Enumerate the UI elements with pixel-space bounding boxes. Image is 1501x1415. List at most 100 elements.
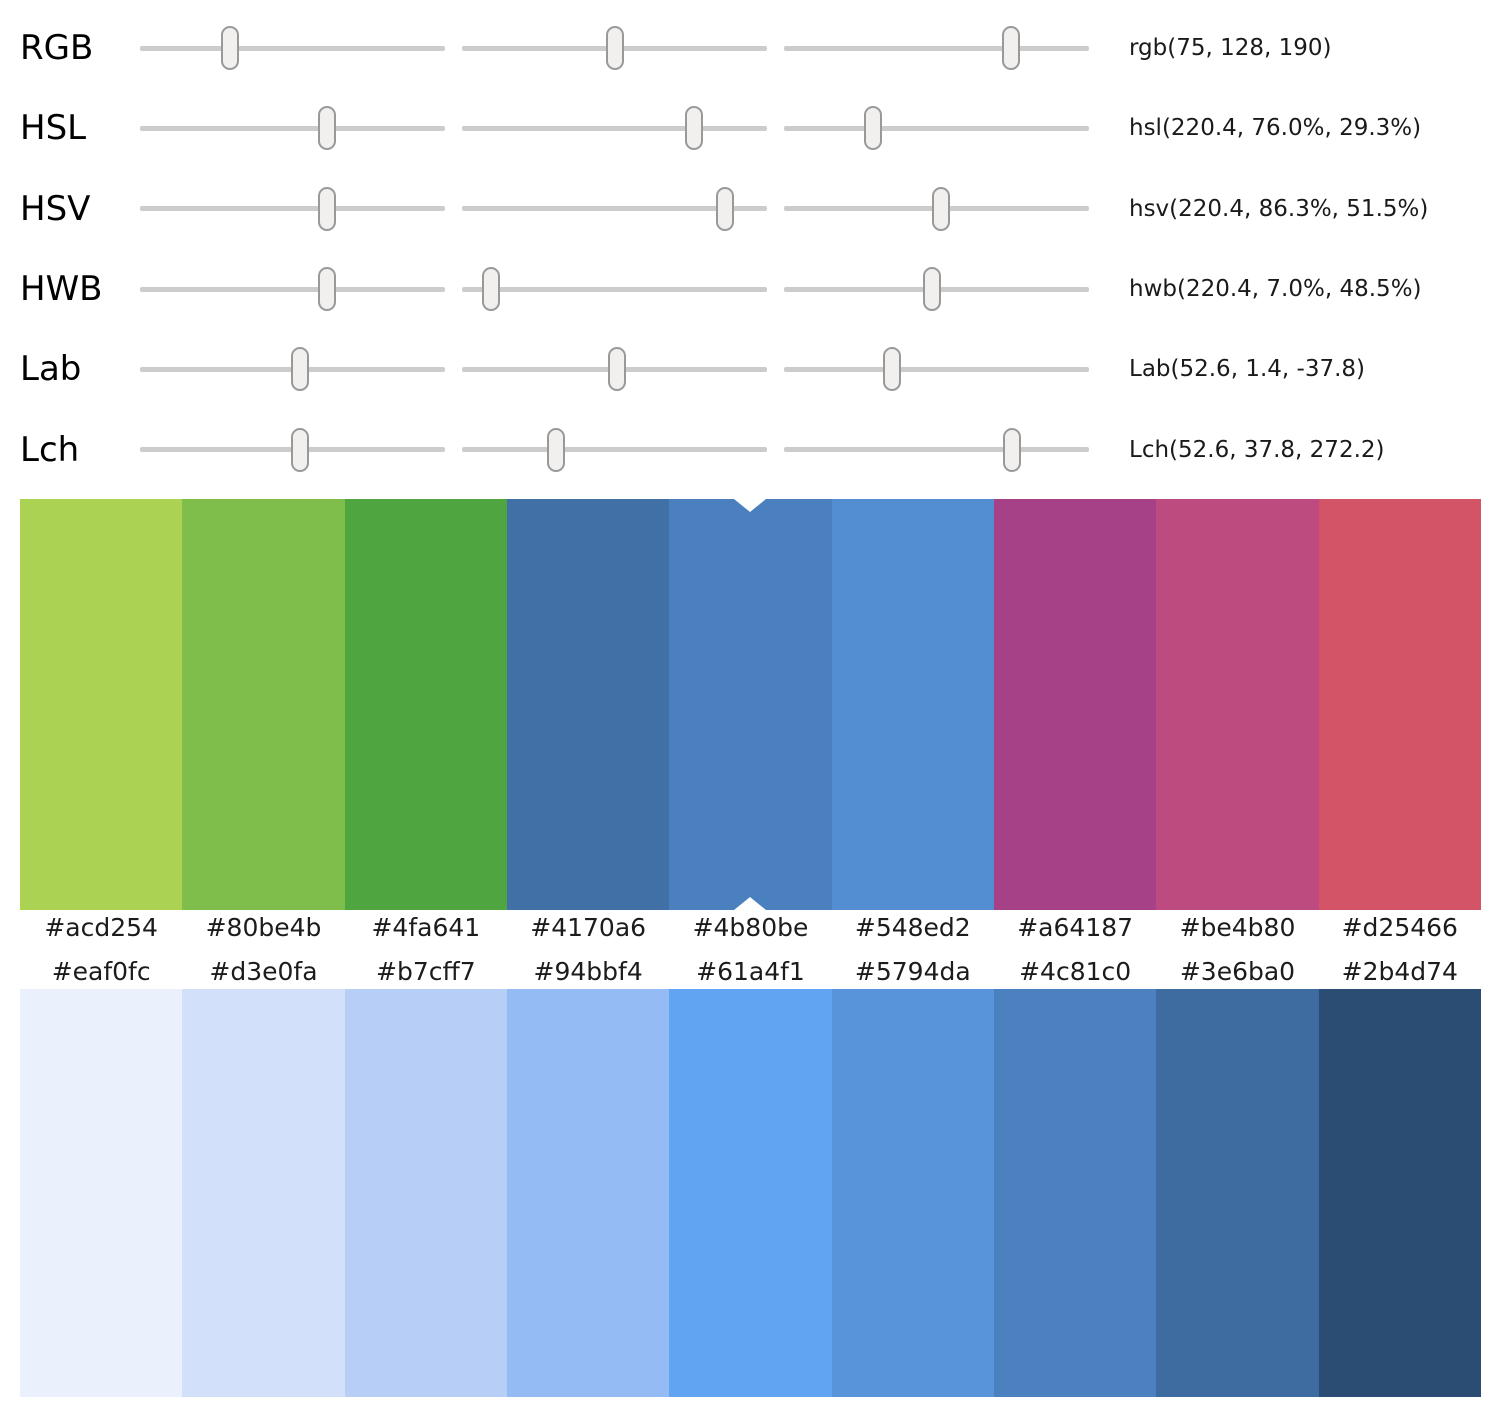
slider-thumb[interactable] — [922, 267, 941, 312]
lch-chroma-slider[interactable] — [462, 422, 767, 478]
slider-track[interactable] — [784, 125, 1089, 131]
slider-track[interactable] — [784, 447, 1089, 453]
hex-label: #80be4b — [205, 912, 322, 942]
slider-thumb[interactable] — [317, 186, 336, 231]
slider-row-lab: Lab Lab(52.6, 1.4, -37.8) — [0, 329, 1501, 409]
hex-labels-top: #acd254 #80be4b #4fa641 #4170a6 #4b80be … — [20, 912, 1481, 942]
lab-b-slider[interactable] — [784, 341, 1089, 397]
swatch-5794da[interactable] — [831, 988, 994, 1397]
slider-track[interactable] — [140, 125, 445, 131]
selected-marker-bottom-icon — [734, 896, 767, 910]
hsv-value-slider[interactable] — [784, 181, 1089, 237]
hex-label: #5794da — [854, 956, 971, 986]
colorspace-label-lab: Lab — [20, 349, 82, 390]
swatch-2b4d74[interactable] — [1318, 988, 1481, 1397]
selected-marker-top-icon — [734, 498, 767, 512]
swatch-d25466[interactable] — [1318, 498, 1481, 910]
hex-label: #be4b80 — [1179, 912, 1296, 942]
slider-row-hwb: HWB hwb(220.4, 7.0%, 48.5%) — [0, 249, 1501, 329]
hex-label: #b7cff7 — [376, 956, 476, 986]
slider-thumb[interactable] — [607, 347, 626, 392]
hsv-hue-slider[interactable] — [140, 181, 445, 237]
lch-l-slider[interactable] — [140, 422, 445, 478]
slider-track[interactable] — [462, 125, 767, 131]
slider-row-rgb: RGB rgb(75, 128, 190) — [0, 8, 1501, 88]
slider-thumb[interactable] — [684, 106, 703, 151]
rgb-red-slider[interactable] — [140, 20, 445, 76]
swatch-3e6ba0[interactable] — [1156, 988, 1319, 1397]
hwb-whiteness-slider[interactable] — [462, 261, 767, 317]
slider-thumb[interactable] — [932, 186, 951, 231]
hex-label: #4b80be — [692, 912, 809, 942]
swatch-4c81c0[interactable] — [993, 988, 1157, 1397]
hsl-lightness-slider[interactable] — [784, 100, 1089, 156]
slider-thumb[interactable] — [291, 347, 310, 392]
slider-track[interactable] — [462, 286, 767, 292]
hex-label: #94bbf4 — [533, 956, 643, 986]
colorspace-label-rgb: RGB — [20, 28, 94, 69]
slider-track[interactable] — [462, 447, 767, 453]
slider-row-lch: Lch Lch(52.6, 37.8, 272.2) — [0, 409, 1501, 489]
hex-label: #d3e0fa — [209, 956, 318, 986]
swatch-acd254[interactable] — [20, 498, 183, 910]
swatch-4fa641[interactable] — [344, 498, 507, 910]
slider-track[interactable] — [140, 206, 445, 212]
hex-label: #a64187 — [1017, 912, 1134, 942]
swatch-61a4f1[interactable] — [669, 988, 832, 1397]
slider-thumb[interactable] — [1002, 26, 1021, 71]
rgb-green-slider[interactable] — [462, 20, 767, 76]
slider-track[interactable] — [140, 286, 445, 292]
lch-hue-slider[interactable] — [784, 422, 1089, 478]
swatch-4170a6[interactable] — [506, 498, 670, 910]
colorspace-label-hwb: HWB — [20, 269, 103, 310]
hex-label: #548ed2 — [854, 912, 971, 942]
rgb-blue-slider[interactable] — [784, 20, 1089, 76]
slider-thumb[interactable] — [220, 26, 239, 71]
swatch-4b80be-selected[interactable] — [669, 498, 832, 910]
swatch-a64187[interactable] — [993, 498, 1157, 910]
slider-thumb[interactable] — [317, 106, 336, 151]
hex-label: #d25466 — [1341, 912, 1458, 942]
slider-track[interactable] — [140, 45, 445, 51]
lab-a-slider[interactable] — [462, 341, 767, 397]
slider-thumb[interactable] — [317, 267, 336, 312]
hsl-saturation-slider[interactable] — [462, 100, 767, 156]
hex-label: #61a4f1 — [696, 956, 805, 986]
hsv-saturation-slider[interactable] — [462, 181, 767, 237]
slider-thumb[interactable] — [291, 427, 310, 472]
lab-l-slider[interactable] — [140, 341, 445, 397]
hwb-blackness-slider[interactable] — [784, 261, 1089, 317]
hex-label: #eaf0fc — [51, 956, 151, 986]
hex-label: #4fa641 — [371, 912, 481, 942]
color-sliders-panel: RGB rgb(75, 128, 190) HSL hsl(220.4, — [0, 8, 1501, 490]
swatch-94bbf4[interactable] — [506, 988, 670, 1397]
hsl-hue-slider[interactable] — [140, 100, 445, 156]
hex-label: #3e6ba0 — [1179, 956, 1296, 986]
swatch-b7cff7[interactable] — [344, 988, 507, 1397]
slider-thumb[interactable] — [606, 26, 625, 71]
slider-thumb[interactable] — [864, 106, 883, 151]
slider-row-hsl: HSL hsl(220.4, 76.0%, 29.3%) — [0, 88, 1501, 168]
colorspace-label-lch: Lch — [20, 429, 80, 470]
swatch-eaf0fc[interactable] — [20, 988, 183, 1397]
slider-track[interactable] — [462, 206, 767, 212]
slider-thumb[interactable] — [546, 427, 565, 472]
slider-thumb[interactable] — [883, 347, 902, 392]
slider-thumb[interactable] — [481, 267, 500, 312]
swatch-80be4b[interactable] — [182, 498, 345, 910]
slider-thumb[interactable] — [1003, 427, 1022, 472]
slider-track[interactable] — [784, 45, 1089, 51]
rgb-value-text: rgb(75, 128, 190) — [1129, 35, 1332, 62]
hwb-value-text: hwb(220.4, 7.0%, 48.5%) — [1129, 276, 1422, 303]
lch-value-text: Lch(52.6, 37.8, 272.2) — [1129, 436, 1385, 463]
slider-thumb[interactable] — [716, 186, 735, 231]
swatch-548ed2[interactable] — [831, 498, 994, 910]
swatch-d3e0fa[interactable] — [182, 988, 345, 1397]
hex-label: #2b4d74 — [1341, 956, 1458, 986]
hwb-hue-slider[interactable] — [140, 261, 445, 317]
slider-row-hsv: HSV hsv(220.4, 86.3%, 51.5%) — [0, 169, 1501, 249]
slider-track[interactable] — [784, 366, 1089, 372]
hex-label: #4170a6 — [530, 912, 647, 942]
swatch-be4b80[interactable] — [1156, 498, 1319, 910]
palette-top — [20, 498, 1481, 910]
